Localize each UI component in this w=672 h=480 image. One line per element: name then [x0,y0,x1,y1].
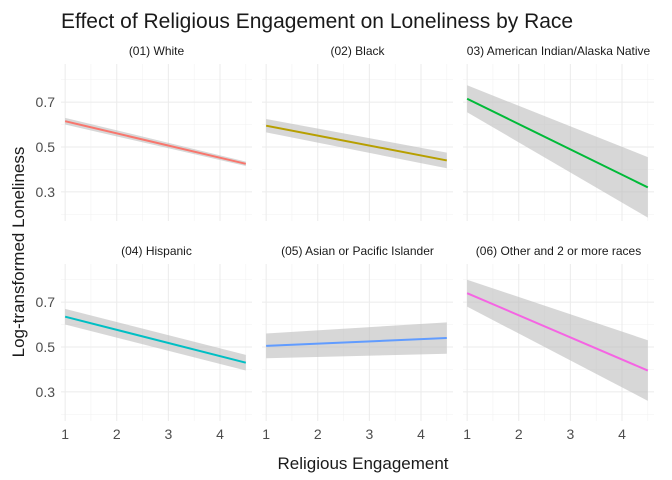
facet-strip-label: (05) Asian or Pacific Islander [281,244,434,258]
x-tick-label: 2 [515,426,523,442]
x-axis-ticks: 1 2 3 4 1 2 3 4 1 2 3 4 [61,426,626,442]
facet-panel: (02) Black [262,44,453,221]
regression-line [466,292,649,372]
confidence-band [467,85,648,218]
x-tick-label: 4 [618,426,626,442]
x-tick-label: 2 [113,426,121,442]
regression-line [266,337,447,347]
chart-title: Effect of Religious Engagement on Loneli… [61,10,573,33]
x-axis-title: Religious Engagement [277,454,448,473]
facet-strip-label: 03) American Indian/Alaska Native [467,44,651,58]
regression-line [64,120,247,165]
facet-panel: 03) American Indian/Alaska Native [463,44,654,221]
y-tick-label: 0.5 [36,339,56,355]
facet-strip-label: (06) Other and 2 or more races [476,244,641,258]
x-tick-label: 2 [314,426,322,442]
facet-strip-label: (02) Black [330,44,385,58]
x-tick-label: 1 [61,426,69,442]
regression-line [265,124,447,162]
regression-line [466,97,649,189]
y-tick-label: 0.7 [36,294,56,310]
facet-strip-label: (01) White [129,44,185,58]
regression-line [64,315,247,364]
x-tick-label: 3 [566,426,574,442]
y-tick-label: 0.7 [36,94,56,110]
y-tick-label: 0.5 [36,139,56,155]
x-tick-label: 1 [262,426,270,442]
facet-panel: (06) Other and 2 or more races [463,244,654,421]
x-tick-label: 4 [417,426,425,442]
facet-panels: (01) White (02) Black 03) American Indian/… [61,44,654,421]
y-axis-ticks: 0.3 0.5 0.7 0.3 0.5 0.7 [36,94,56,400]
facet-strip-label: (04) Hispanic [121,244,192,258]
y-tick-label: 0.3 [36,184,56,200]
y-axis-title: Log-transformed Loneliness [9,147,28,358]
confidence-band [467,279,648,401]
facet-panel: (04) Hispanic [61,244,252,421]
y-tick-label: 0.3 [36,384,56,400]
facet-panel: (05) Asian or Pacific Islander [262,244,453,421]
x-tick-label: 4 [216,426,224,442]
x-tick-label: 1 [463,426,471,442]
facet-panel: (01) White [61,44,252,221]
x-tick-label: 3 [365,426,373,442]
confidence-band [266,322,447,359]
x-tick-label: 3 [164,426,172,442]
